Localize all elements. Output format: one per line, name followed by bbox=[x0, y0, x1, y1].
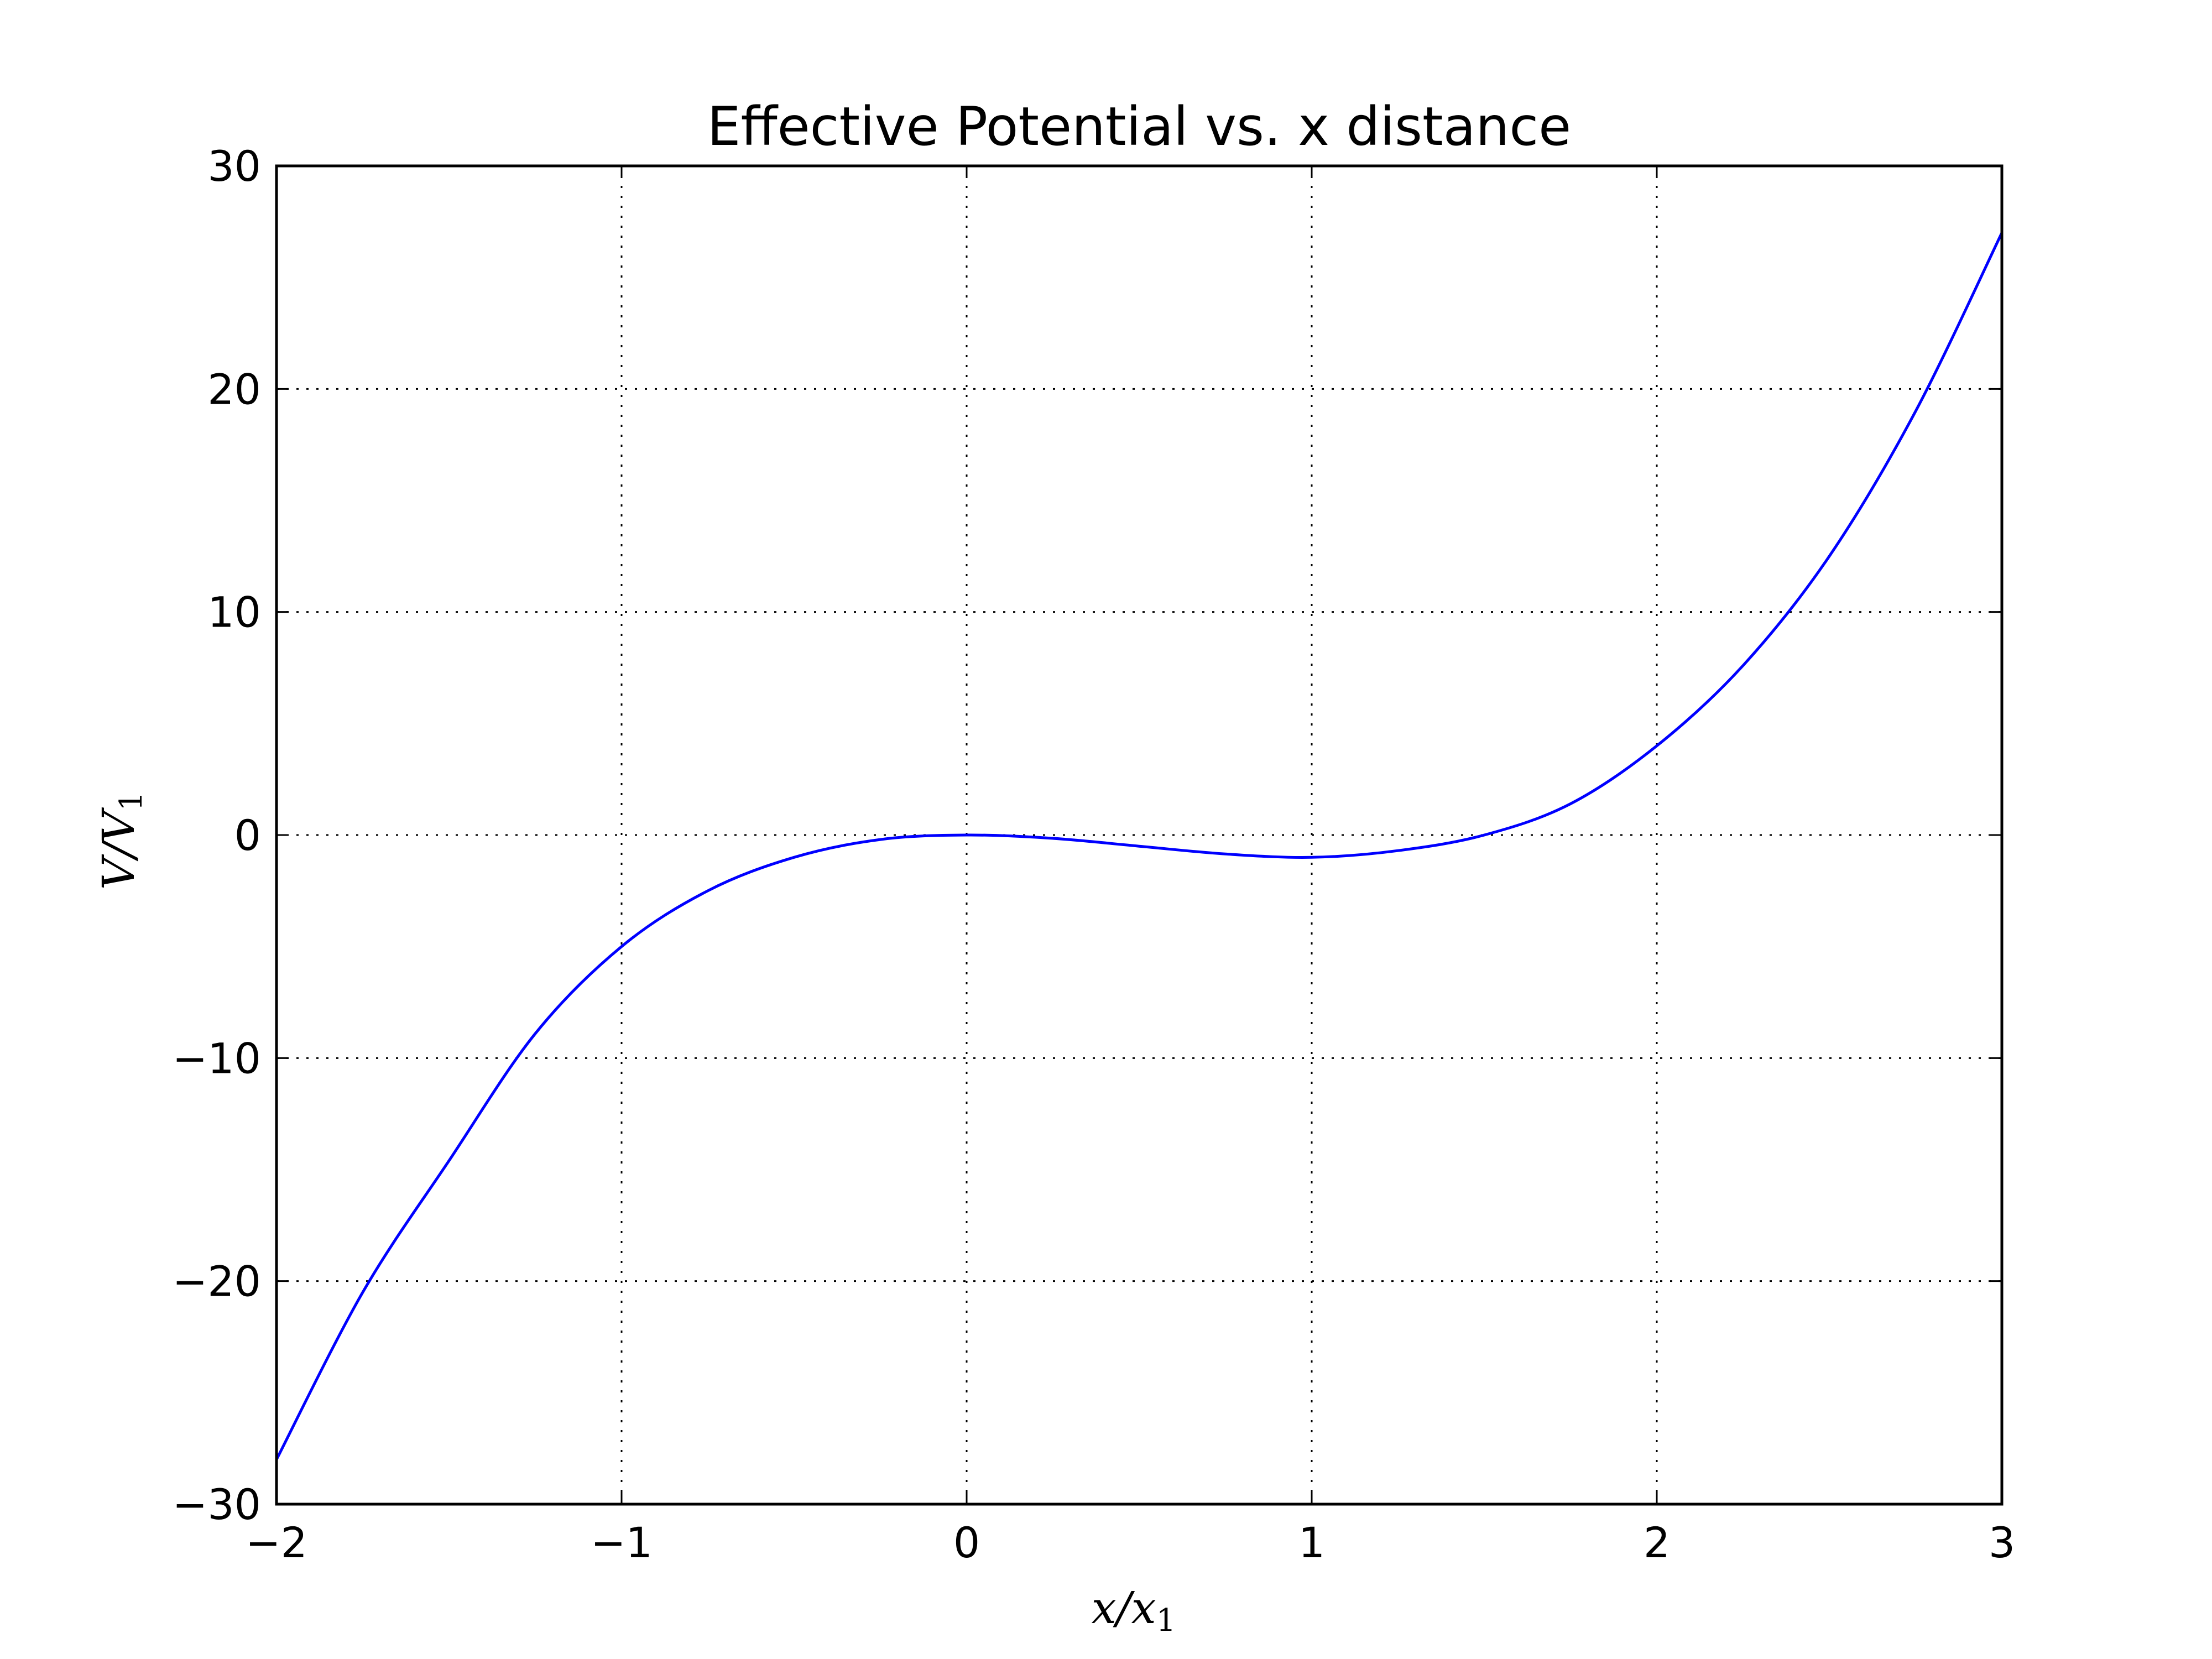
x-tick-label: 2 bbox=[1644, 1518, 1670, 1567]
y-tick-label: −10 bbox=[173, 1034, 261, 1083]
y-tick-label: 20 bbox=[207, 364, 261, 414]
x-axis-label: x/x1 bbox=[1092, 1582, 1176, 1639]
x-tick-label: −2 bbox=[246, 1518, 307, 1567]
x-tick-label: 1 bbox=[1298, 1518, 1325, 1567]
chart-title: Effective Potential vs. x distance bbox=[707, 96, 1571, 158]
y-axis-label-main: V/V bbox=[93, 807, 144, 890]
y-tick-label: −20 bbox=[173, 1257, 261, 1306]
x-tick-labels: −2 −1 0 1 2 3 bbox=[246, 1518, 2015, 1567]
y-tick-label: −30 bbox=[173, 1480, 261, 1529]
x-tick-label: 3 bbox=[1989, 1518, 2015, 1567]
y-axis-label: V/V1 bbox=[93, 791, 149, 890]
x-tick-label: −1 bbox=[591, 1518, 653, 1567]
x-axis-label-subscript: 1 bbox=[1156, 1603, 1176, 1639]
y-tick-labels: −30 −20 −10 0 10 20 30 bbox=[173, 142, 261, 1529]
tick-marks bbox=[275, 165, 2003, 1505]
potential-curve bbox=[275, 231, 2004, 1461]
y-axis-label-subscript: 1 bbox=[113, 791, 149, 811]
y-tick-label: 0 bbox=[234, 811, 261, 860]
data-series bbox=[275, 231, 2004, 1461]
x-tick-label: 0 bbox=[953, 1518, 980, 1567]
y-tick-label: 30 bbox=[207, 142, 261, 191]
y-tick-label: 10 bbox=[207, 588, 261, 637]
x-axis-label-main: x/x bbox=[1092, 1582, 1156, 1634]
